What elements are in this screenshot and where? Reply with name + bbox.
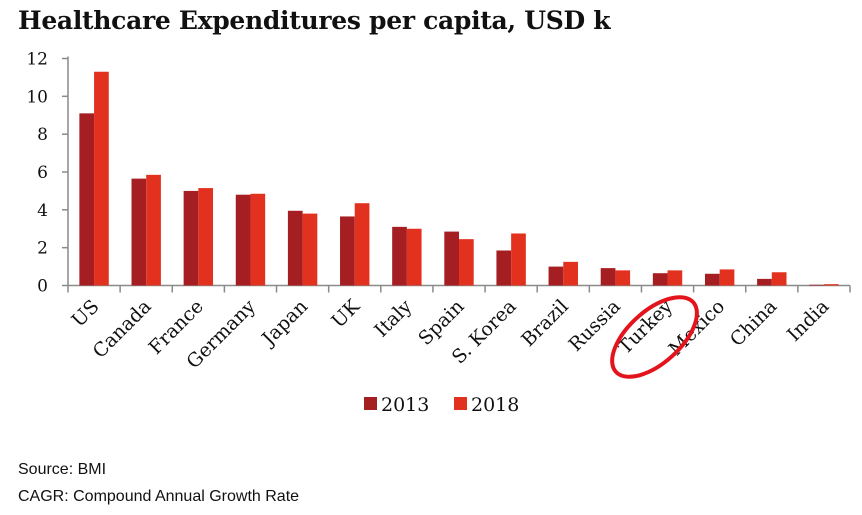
bar-2018-us xyxy=(94,71,109,286)
x-tick-label: China xyxy=(726,295,781,350)
bar-2013-us xyxy=(79,113,95,286)
x-tick-label: Brazil xyxy=(517,295,573,351)
bar-2018-germany xyxy=(250,193,266,286)
bar-2013-spain xyxy=(444,231,459,286)
bar-2018-canada xyxy=(146,174,161,286)
bar-2018-india xyxy=(823,284,839,286)
bar-2018-mexico xyxy=(719,269,735,286)
source-note: Source: BMI xyxy=(18,461,107,478)
y-tick-label: 12 xyxy=(26,50,48,70)
bar-2018-japan xyxy=(302,213,318,286)
legend-label-2013: 2013 xyxy=(381,394,429,416)
bar-2013-s-korea xyxy=(496,250,512,286)
bar-2013-italy xyxy=(392,226,407,286)
turkey-highlight-circle xyxy=(610,295,699,379)
bar-2013-india xyxy=(809,284,824,286)
y-tick-label: 4 xyxy=(37,201,48,221)
bar-2018-uk xyxy=(354,203,370,286)
x-tick-label: Japan xyxy=(257,295,313,351)
bar-2018-italy xyxy=(406,228,422,286)
bar-2013-china xyxy=(757,278,772,286)
y-tick-label: 0 xyxy=(37,277,48,297)
bar-2013-turkey xyxy=(652,273,668,286)
y-tick-label: 8 xyxy=(37,125,48,145)
x-tick-label: India xyxy=(783,295,833,345)
y-tick-label: 2 xyxy=(37,239,48,259)
bar-2018-turkey xyxy=(667,270,683,286)
bar-2013-germany xyxy=(235,194,251,286)
bar-2018-brazil xyxy=(563,261,578,286)
x-tick-label: UK xyxy=(327,295,364,332)
legend-swatch-2018 xyxy=(454,397,467,410)
bar-2013-russia xyxy=(600,268,616,286)
bar-2018-s-korea xyxy=(511,233,526,286)
x-tick-label: Canada xyxy=(89,295,156,362)
x-tick-label: US xyxy=(68,295,104,331)
chart-title: Healthcare Expenditures per capita, USD … xyxy=(18,6,611,35)
bar-2013-japan xyxy=(287,210,303,286)
bar-2018-france xyxy=(198,188,214,286)
bar-2018-russia xyxy=(615,270,631,286)
bar-2013-brazil xyxy=(548,266,564,286)
bar-2013-canada xyxy=(131,178,147,286)
legend-label-2018: 2018 xyxy=(471,394,519,416)
bar-2013-france xyxy=(183,190,199,286)
legend-swatch-2013 xyxy=(364,397,377,410)
bar-2013-mexico xyxy=(704,273,720,286)
bar-2018-spain xyxy=(459,239,474,286)
y-tick-label: 10 xyxy=(26,87,48,107)
cagr-note: CAGR: Compound Annual Growth Rate xyxy=(18,488,300,505)
y-tick-label: 6 xyxy=(37,163,48,183)
bar-2018-china xyxy=(771,272,787,286)
x-tick-label: Italy xyxy=(370,295,416,341)
bar-2013-uk xyxy=(340,216,355,286)
